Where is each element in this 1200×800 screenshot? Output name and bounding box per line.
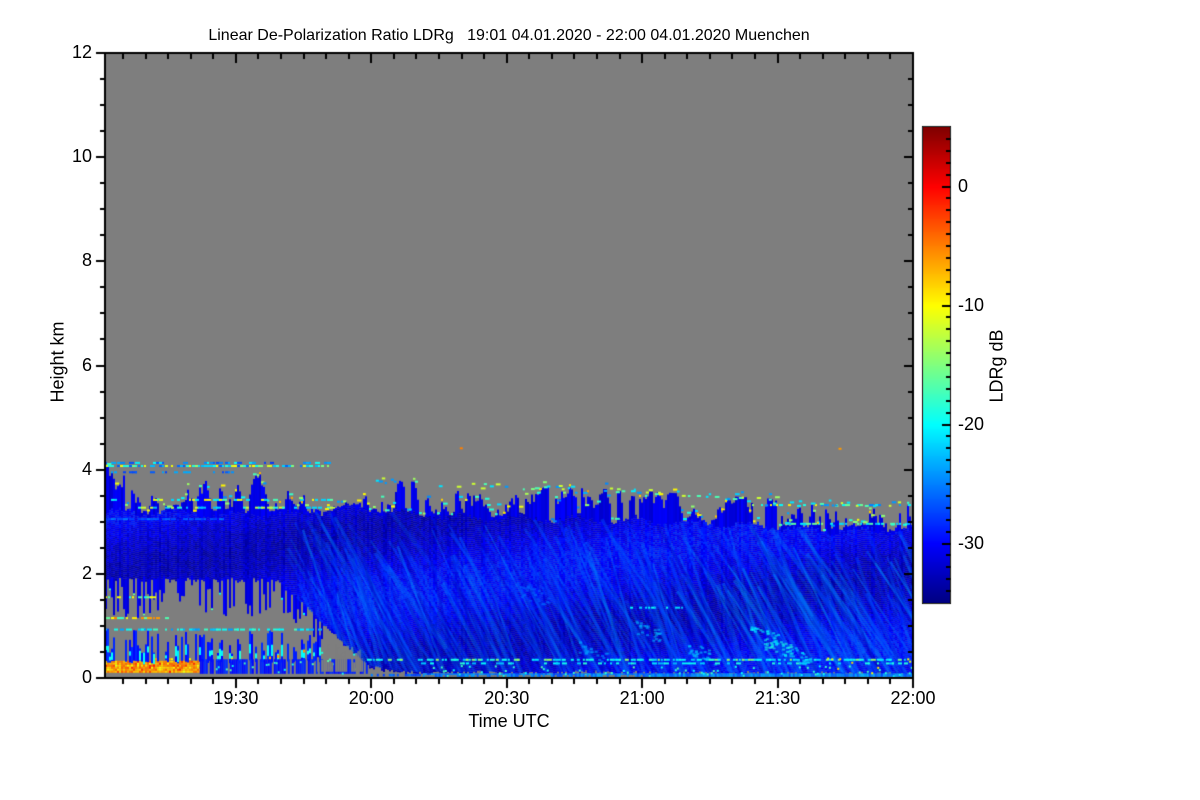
colorbar-canvas [923, 127, 950, 603]
colorbar-label: LDRg dB [986, 329, 1007, 403]
y-tick-label: 6 [81, 354, 92, 375]
heatmap-canvas [105, 53, 913, 678]
x-tick-label: 22:00 [890, 688, 936, 708]
colorbar-tick-label: -30 [958, 532, 985, 553]
x-tick-label: 20:00 [348, 688, 394, 708]
colorbar-tick-label: -20 [958, 413, 985, 434]
colorbar-tick-label: 0 [958, 175, 969, 196]
x-tick-label: 21:30 [755, 688, 801, 708]
y-tick-label: 2 [81, 562, 92, 583]
y-tick-label: 12 [71, 42, 92, 62]
y-tick-label: 10 [71, 146, 92, 167]
x-axis-label: Time UTC [468, 711, 550, 731]
y-tick-label: 8 [81, 250, 92, 271]
x-tick-label: 20:30 [484, 688, 530, 708]
x-tick-label: 21:00 [619, 688, 665, 708]
chart-title: Linear De-Polarization Ratio LDRg 19:01 … [208, 27, 810, 44]
y-tick-label: 4 [81, 458, 92, 479]
y-tick-label: 0 [81, 667, 92, 687]
colorbar-tick-label: -10 [958, 294, 985, 315]
x-tick-label: 19:30 [213, 688, 259, 708]
